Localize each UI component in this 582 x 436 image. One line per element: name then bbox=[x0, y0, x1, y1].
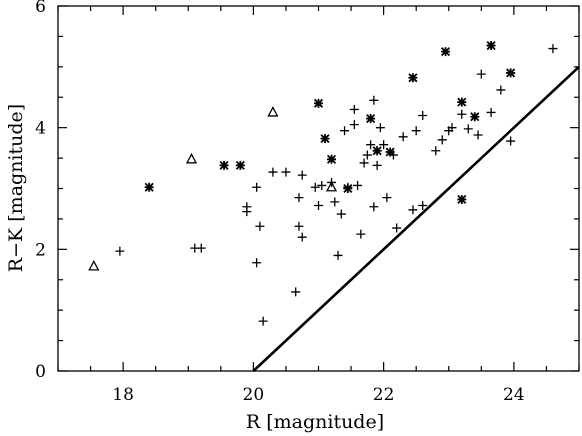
triangle-marker bbox=[325, 180, 338, 192]
plus-marker bbox=[447, 123, 457, 133]
plus-marker bbox=[340, 126, 350, 136]
plus-marker bbox=[382, 193, 392, 203]
y-axis-title: R−K [magnitude] bbox=[5, 104, 27, 272]
asterisk-marker bbox=[457, 97, 467, 107]
plus-marker bbox=[506, 136, 516, 146]
plus-marker bbox=[252, 182, 262, 192]
asterisk-marker bbox=[219, 160, 229, 170]
asterisk-marker bbox=[343, 183, 353, 194]
plus-marker bbox=[196, 243, 206, 253]
plus-marker bbox=[375, 123, 385, 133]
asterisk-marker bbox=[385, 147, 395, 157]
plus-marker bbox=[372, 160, 382, 170]
plus-marker bbox=[281, 167, 291, 177]
asterisk-marker bbox=[506, 68, 516, 78]
plus-marker bbox=[463, 124, 473, 134]
plus-marker bbox=[457, 109, 467, 119]
x-axis-title: R [magnitude] bbox=[246, 411, 384, 433]
plus-marker bbox=[333, 250, 343, 260]
triangle-marker bbox=[267, 106, 279, 117]
plus-marker bbox=[473, 130, 483, 140]
plus-marker bbox=[115, 246, 125, 256]
triangle-marker bbox=[185, 152, 198, 164]
plus-marker bbox=[297, 232, 307, 242]
plus-marker bbox=[369, 95, 379, 105]
asterisk-marker bbox=[235, 160, 245, 170]
asterisk-marker bbox=[440, 47, 451, 57]
asterisk-marker bbox=[486, 40, 496, 51]
asterisk-marker bbox=[326, 154, 337, 164]
asterisk-marker bbox=[144, 182, 154, 192]
plus-marker bbox=[437, 135, 447, 145]
plus-marker bbox=[297, 170, 307, 180]
plus-marker bbox=[349, 120, 359, 130]
plus-marker bbox=[476, 69, 486, 79]
y-tick-label: 2 bbox=[35, 240, 46, 260]
plus-marker bbox=[418, 111, 428, 120]
plus-marker bbox=[291, 287, 301, 297]
plus-marker bbox=[366, 140, 376, 150]
data-marks bbox=[88, 40, 558, 326]
plus-marker bbox=[242, 202, 252, 212]
y-tick-labels: 0 2 4 6 bbox=[35, 0, 46, 382]
plus-marker bbox=[496, 85, 506, 95]
plus-marker bbox=[379, 140, 389, 150]
plus-marker bbox=[418, 201, 428, 211]
plus-marker bbox=[353, 180, 363, 190]
plus-marker bbox=[408, 205, 418, 215]
plus-marker bbox=[294, 221, 304, 231]
plus-marker bbox=[252, 258, 262, 268]
x-tick-label: 22 bbox=[373, 385, 395, 405]
plus-marker bbox=[268, 167, 278, 177]
plus-marker bbox=[431, 146, 441, 156]
asterisk-marker bbox=[366, 113, 376, 124]
x-tick-label: 24 bbox=[503, 385, 525, 405]
y-tick-label: 0 bbox=[35, 362, 46, 382]
plus-marker bbox=[398, 132, 408, 142]
triangle-marker bbox=[88, 259, 100, 271]
plus-marker bbox=[314, 201, 323, 211]
asterisk-marker bbox=[372, 146, 382, 156]
asterisk-marker bbox=[313, 98, 324, 108]
x-tick-label: 20 bbox=[243, 385, 265, 405]
asterisk-marker bbox=[408, 73, 418, 83]
plus-marker bbox=[486, 107, 496, 117]
plus-marker bbox=[359, 158, 369, 168]
plus-marker bbox=[310, 182, 320, 192]
plus-marker bbox=[294, 193, 304, 203]
y-tick-label: 4 bbox=[35, 119, 46, 139]
plus-marker bbox=[369, 202, 379, 212]
asterisk-marker bbox=[457, 194, 467, 205]
x-tick-labels: 18 20 22 24 bbox=[112, 385, 524, 405]
plus-marker bbox=[349, 104, 359, 114]
y-tick-label: 6 bbox=[35, 0, 46, 17]
limit-line bbox=[252, 65, 580, 372]
plus-marker bbox=[362, 150, 372, 160]
plus-marker bbox=[356, 229, 366, 239]
plot-frame bbox=[57, 5, 580, 372]
plus-marker bbox=[255, 221, 265, 231]
x-tick-label: 18 bbox=[112, 385, 134, 405]
plus-marker bbox=[258, 316, 268, 326]
axis-ticks bbox=[57, 5, 580, 372]
plus-marker bbox=[336, 209, 346, 219]
plus-marker bbox=[411, 126, 421, 136]
plus-marker bbox=[330, 197, 340, 207]
plus-marker bbox=[392, 223, 402, 233]
plus-marker bbox=[317, 180, 327, 190]
plus-marker bbox=[548, 44, 558, 54]
asterisk-marker bbox=[320, 134, 330, 144]
asterisk-marker bbox=[470, 112, 480, 122]
